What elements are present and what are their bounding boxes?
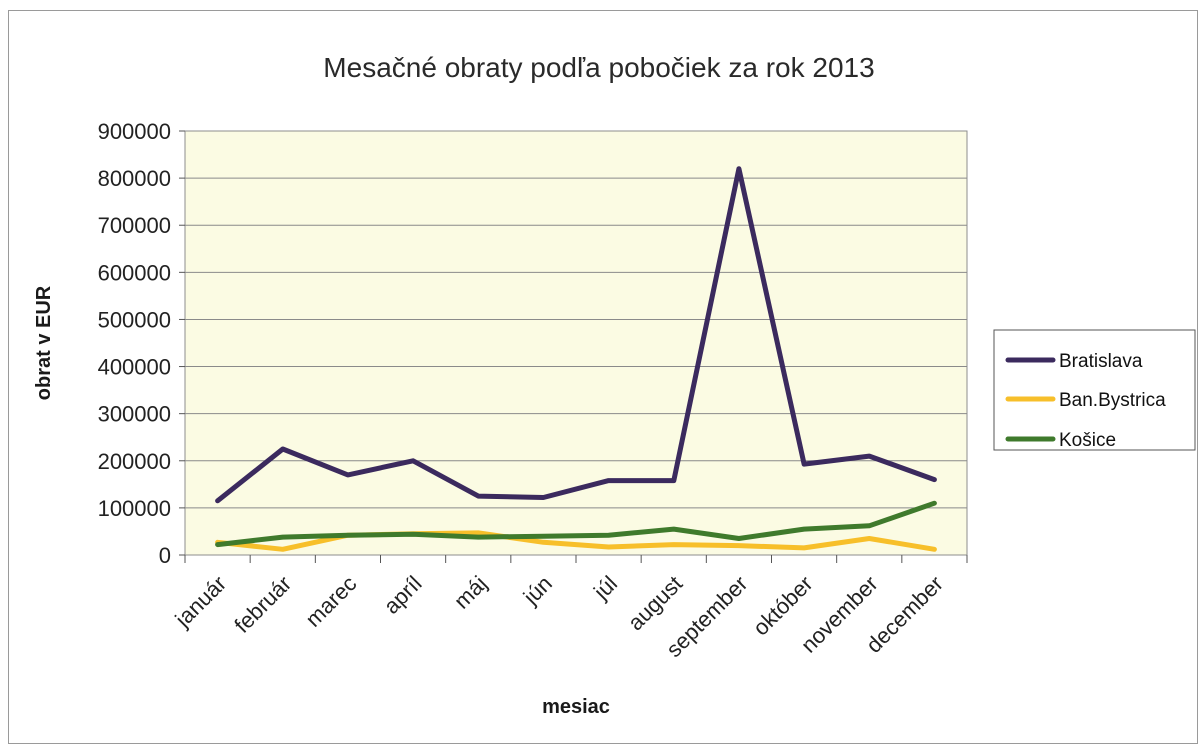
y-tick-label: 200000 <box>98 449 171 474</box>
x-tick-label: február <box>229 571 296 638</box>
x-tick-label: august <box>623 571 687 635</box>
legend-box <box>993 329 1196 451</box>
x-tick-label: júl <box>588 571 622 605</box>
legend: Bratislava Ban.Bystrica Košice <box>993 329 1196 451</box>
legend-label: Ban.Bystrica <box>1059 390 1166 411</box>
x-tick-label: jún <box>518 571 557 610</box>
y-tick-label: 800000 <box>98 166 171 191</box>
chart-title: Mesačné obraty podľa pobočiek za rok 201… <box>323 52 874 83</box>
y-tick-label: 300000 <box>98 402 171 427</box>
chart-frame: Mesačné obraty podľa pobočiek za rok 201… <box>8 10 1198 744</box>
y-tick-label: 900000 <box>98 119 171 144</box>
line-chart: Mesačné obraty podľa pobočiek za rok 201… <box>33 52 1196 718</box>
x-tick-label: január <box>169 571 231 633</box>
y-tick-label: 700000 <box>98 213 171 238</box>
y-tick-label: 100000 <box>98 496 171 521</box>
y-tick-label: 500000 <box>98 307 171 332</box>
legend-label: Košice <box>1059 430 1116 451</box>
series-line-kosice <box>215 500 937 548</box>
y-tick-label: 400000 <box>98 355 171 380</box>
series-line-bratislava <box>215 166 937 504</box>
y-axis-title: obrat v EUR <box>33 285 55 400</box>
x-tick-label: máj <box>449 571 492 614</box>
y-axis-ticks: 900000 800000 700000 600000 500000 400000 3000… <box>98 119 185 568</box>
plot-area <box>184 130 968 556</box>
x-axis-title: mesiac <box>542 696 610 718</box>
series-lines <box>215 166 937 552</box>
legend-label: Bratislava <box>1059 351 1143 372</box>
y-tick-label: 600000 <box>98 260 171 285</box>
legend-items: Bratislava Ban.Bystrica Košice <box>1005 351 1166 451</box>
x-tick-label: apríl <box>379 571 427 619</box>
x-tick-label: marec <box>301 571 362 632</box>
y-tick-label: 0 <box>159 543 171 568</box>
